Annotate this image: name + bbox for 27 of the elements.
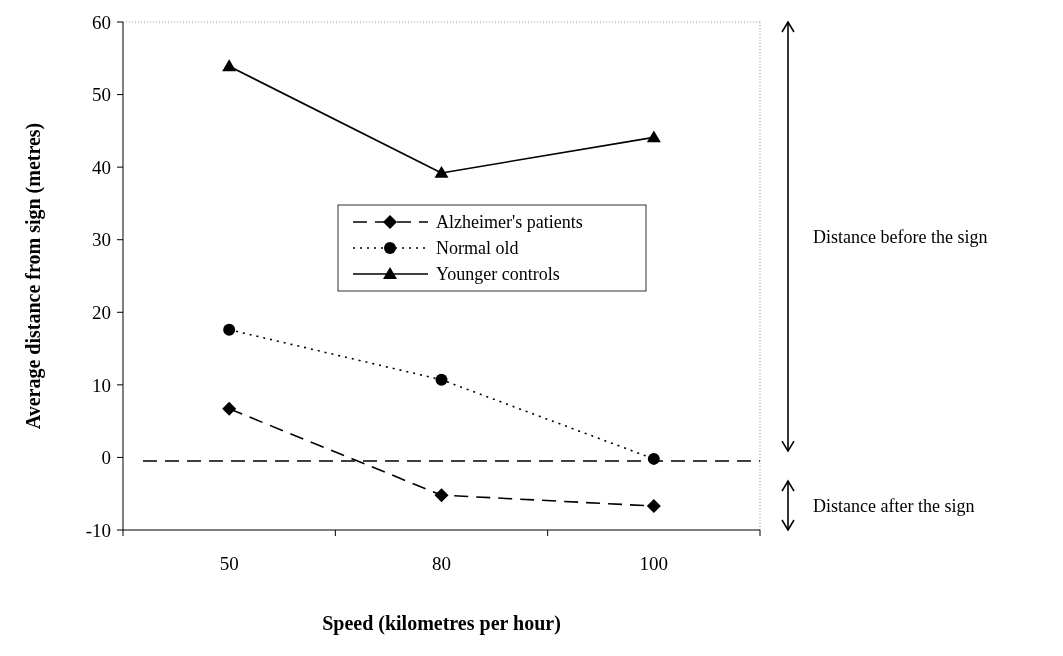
point [222, 59, 237, 72]
point [434, 488, 449, 503]
point [434, 165, 449, 178]
text: Distance after the sign [813, 495, 975, 516]
x-tick-label: 80 [432, 553, 451, 574]
legend-label: Normal old [436, 238, 519, 259]
point [646, 499, 661, 514]
y-tick-label: 0 [101, 447, 111, 469]
x-tick-label: 100 [639, 553, 669, 574]
y-tick-label: 30 [92, 229, 111, 251]
x-tick-label: 50 [219, 553, 239, 574]
point [646, 130, 661, 143]
point [435, 373, 448, 386]
y-tick-label: 60 [92, 11, 111, 33]
y-tick-label: 20 [92, 301, 111, 323]
legend-label: Alzheimer's patients [436, 212, 583, 233]
legend-label: Younger controls [436, 264, 560, 285]
text: Distance before the sign [813, 226, 988, 247]
y-axis-title: Average distance from sign (metres) [22, 122, 45, 430]
y-tick-label: 50 [92, 84, 111, 106]
y-tick-label: 40 [92, 156, 111, 178]
x-axis-title: Speed (kilometres per hour) [322, 612, 561, 635]
point [222, 401, 237, 416]
point [647, 452, 660, 465]
y-tick-label: 10 [92, 374, 111, 396]
point [223, 323, 236, 336]
y-tick-label: -10 [85, 519, 111, 541]
